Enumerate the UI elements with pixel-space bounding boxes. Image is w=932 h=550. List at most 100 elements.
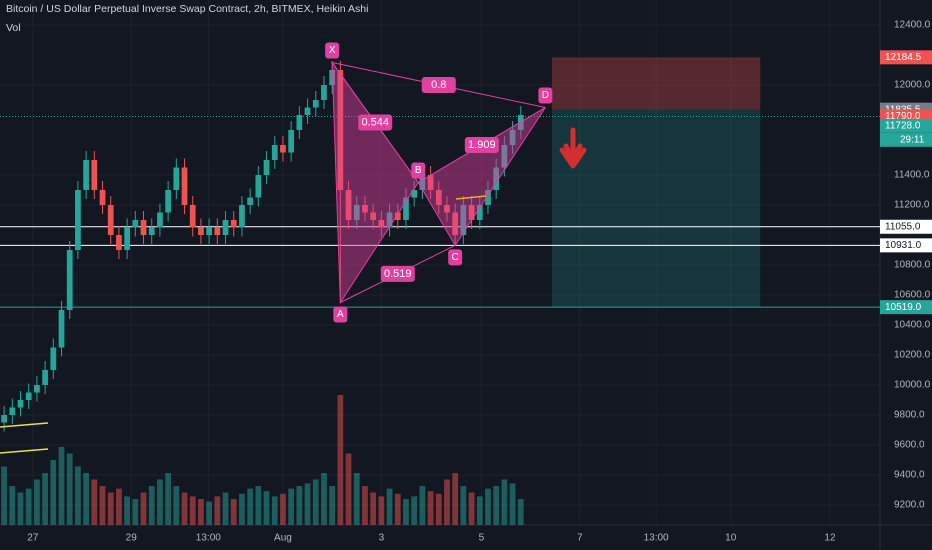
x-tick-label: 5	[479, 533, 485, 544]
candle-body	[394, 212, 401, 221]
volume-bar	[9, 486, 16, 525]
volume-bar	[296, 486, 303, 525]
y-tick-label: 11400.0	[894, 170, 930, 181]
y-tick-label: 9600.0	[894, 440, 925, 451]
candle-body	[329, 70, 336, 86]
volume-label: Vol	[6, 22, 21, 34]
volume-bar	[263, 491, 270, 525]
price-tag-label: 11790.0	[885, 111, 921, 122]
volume-bar	[116, 488, 122, 525]
volume-bar	[394, 493, 401, 525]
candle-body	[493, 167, 500, 191]
volume-bar	[255, 486, 262, 525]
candle-body	[411, 190, 418, 198]
point-box	[448, 249, 463, 266]
ratio-label: 0.544	[361, 116, 389, 128]
volume-bar	[517, 499, 524, 525]
point-label: B	[415, 165, 422, 176]
volume-bar	[181, 492, 188, 525]
x-tick-label: 27	[27, 533, 39, 544]
price-tag-label: 10931.0	[885, 240, 922, 251]
volume-bar	[50, 460, 57, 525]
volume-bar	[419, 486, 426, 525]
ratio-box	[358, 114, 393, 131]
candle-body	[107, 205, 114, 236]
candle-body	[198, 227, 204, 236]
volume-bar	[386, 488, 393, 525]
candle-body	[345, 190, 352, 221]
volume-bar	[66, 453, 73, 525]
countdown-tag	[880, 132, 932, 147]
candle-body	[181, 167, 188, 206]
volume-bar	[99, 486, 106, 525]
trend-line	[0, 422, 49, 428]
volume-bar	[370, 492, 377, 525]
arrow-down	[559, 127, 587, 169]
candle-body	[476, 205, 483, 221]
volume-bar	[34, 479, 40, 525]
volume-bar	[25, 488, 32, 525]
point-box	[333, 306, 348, 323]
point-label: X	[329, 45, 336, 56]
x-tick-label: Aug	[274, 533, 292, 544]
candle-body	[222, 220, 229, 236]
volume-bar	[132, 499, 139, 525]
candle-body	[50, 347, 57, 371]
volume-bar	[411, 496, 418, 525]
price-tag-label: 10519.0	[885, 302, 922, 313]
x-tick-label: 10	[725, 533, 737, 544]
y-tick-label: 10800.0	[894, 260, 931, 271]
chart-title: Bitcoin / US Dollar Perpetual Inverse Sw…	[6, 3, 368, 15]
volume-bar	[206, 501, 213, 525]
volume-bar	[271, 496, 278, 525]
volume-bar	[460, 486, 467, 525]
candle-body	[148, 227, 155, 236]
volume-bar	[337, 395, 344, 525]
volume-bar	[468, 492, 475, 525]
volume-bar	[509, 483, 516, 525]
volume-bar	[493, 486, 500, 525]
ratio-label: 0.519	[384, 268, 412, 280]
volume-bar	[501, 479, 508, 525]
candle-body	[239, 205, 245, 228]
price-tag	[880, 219, 932, 234]
candle-body	[263, 160, 270, 176]
candle-body	[132, 220, 139, 228]
candle-body	[34, 385, 40, 393]
candle-body	[75, 190, 81, 251]
x-tick-label: 12	[824, 533, 836, 544]
candle-body	[468, 205, 475, 221]
candle-body	[509, 130, 516, 146]
volume-bar	[247, 488, 254, 525]
volume-bar	[58, 447, 65, 525]
candle-body	[230, 220, 237, 228]
volume-bar	[1, 466, 7, 525]
volume-bar	[345, 453, 352, 525]
volume-bar	[173, 486, 180, 525]
stop-zone	[551, 57, 761, 110]
volume-bar	[83, 473, 89, 525]
candle-body	[189, 205, 196, 228]
candle-body	[280, 145, 286, 153]
candle-body	[370, 212, 377, 221]
candle-body	[116, 235, 122, 251]
candle-body	[312, 100, 319, 108]
candle-body	[165, 190, 171, 213]
candle-body	[378, 220, 385, 228]
volume-bar	[222, 492, 229, 525]
candle-body	[157, 212, 163, 228]
x-tick-label: 13:00	[644, 533, 669, 544]
candle-body	[403, 197, 409, 221]
ratio-label: 0.8	[431, 79, 446, 91]
candle-body	[9, 407, 16, 416]
ratio-box	[380, 265, 415, 282]
y-tick-label: 9800.0	[894, 410, 925, 421]
candle-body	[427, 175, 434, 191]
volume-bar	[140, 492, 147, 525]
volume-bar	[485, 488, 491, 525]
volume-bar	[42, 473, 48, 525]
price-tag-label: 12184.5	[885, 52, 922, 63]
candle-body	[25, 392, 32, 401]
countdown: 29:11	[900, 134, 925, 145]
